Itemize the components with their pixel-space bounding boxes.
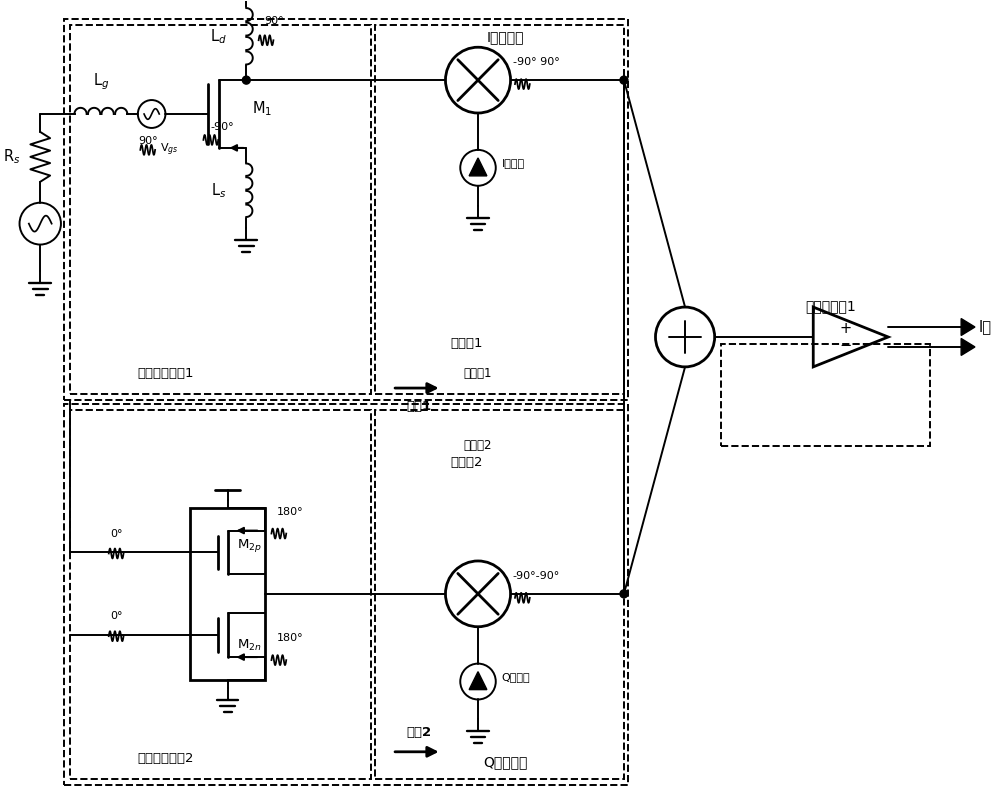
Text: 90°: 90° (264, 16, 284, 27)
Circle shape (242, 76, 250, 84)
Text: 混频器1: 混频器1 (464, 367, 492, 380)
Text: 低噪声放大器2: 低噪声放大器2 (137, 752, 194, 765)
Text: I路混频器: I路混频器 (487, 30, 524, 44)
Text: Q路混频器: Q路混频器 (483, 755, 528, 768)
Bar (70, 25, 371, 394)
Text: -90° 90°: -90° 90° (513, 57, 559, 67)
Text: L$_s$: L$_s$ (211, 181, 226, 200)
Text: 混频器1: 混频器1 (450, 337, 482, 350)
Text: 低噪声放大器1: 低噪声放大器1 (137, 367, 194, 380)
Circle shape (620, 590, 628, 598)
Text: -90°-90°: -90°-90° (513, 571, 560, 581)
Text: 支路1: 支路1 (406, 400, 431, 413)
Text: −: − (839, 338, 851, 353)
Polygon shape (961, 318, 975, 335)
Text: 0°: 0° (110, 611, 122, 621)
Text: L$_d$: L$_d$ (210, 27, 227, 45)
Bar (190, 507, 265, 680)
Text: V$_{gs}$: V$_{gs}$ (160, 141, 178, 158)
Polygon shape (469, 671, 487, 689)
Text: 跨阻放大器1: 跨阻放大器1 (806, 299, 856, 314)
Text: 90°: 90° (138, 136, 158, 146)
Polygon shape (469, 158, 487, 176)
Text: 180°: 180° (277, 507, 304, 516)
Text: +: + (839, 321, 851, 336)
Bar (70, 410, 371, 779)
Bar (375, 25, 624, 394)
Text: Q路本振: Q路本振 (502, 671, 530, 682)
Text: L$_g$: L$_g$ (93, 71, 109, 92)
Text: 混频器2: 混频器2 (450, 457, 482, 469)
Bar (64, 19, 628, 400)
Polygon shape (961, 339, 975, 356)
Text: 0°: 0° (110, 528, 122, 539)
Bar (375, 410, 624, 779)
Text: 180°: 180° (277, 633, 304, 643)
Bar (721, 344, 930, 446)
Circle shape (620, 76, 628, 84)
Text: I路: I路 (979, 319, 992, 335)
Text: M$_1$: M$_1$ (252, 99, 273, 118)
Text: 混频器2: 混频器2 (464, 440, 492, 452)
Text: -90°: -90° (211, 122, 234, 132)
Text: 支路2: 支路2 (406, 726, 431, 739)
Bar (64, 404, 628, 785)
Text: M$_{2p}$: M$_{2p}$ (237, 537, 262, 554)
Text: M$_{2n}$: M$_{2n}$ (237, 638, 262, 653)
Text: I路本振: I路本振 (502, 158, 525, 168)
Text: R$_s$: R$_s$ (3, 148, 21, 166)
